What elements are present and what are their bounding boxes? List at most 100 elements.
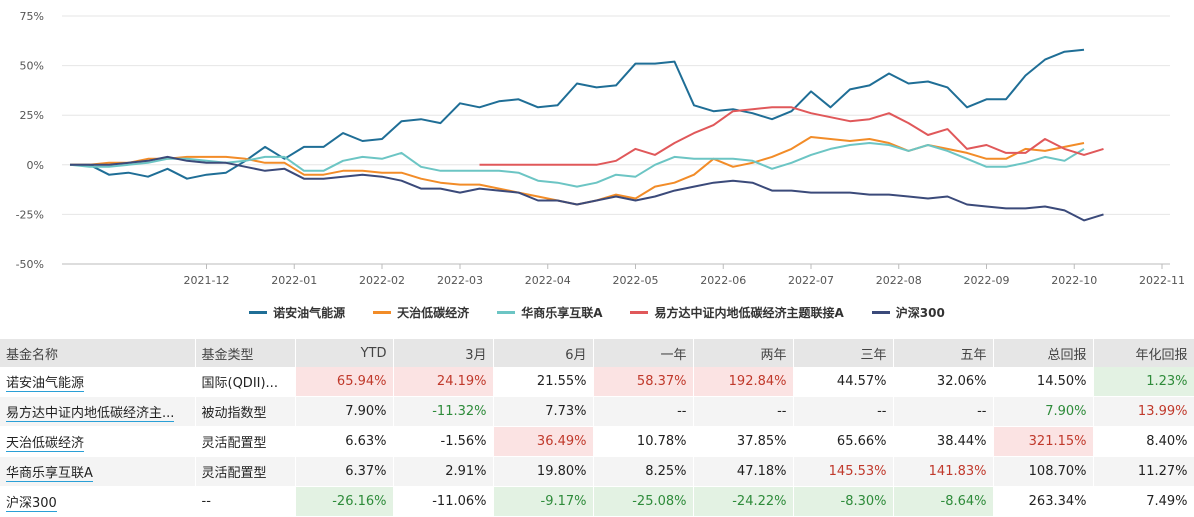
return-cell: -24.22% [693, 486, 794, 517]
fund-returns-table: 基金名称 基金类型 YTD 3月 6月 一年 两年 三年 五年 总回报 年化回报… [0, 339, 1194, 517]
col-header-5y[interactable]: 五年 [893, 339, 994, 367]
return-cell: -25.08% [593, 486, 694, 517]
x-tick-label: 2022-08 [876, 274, 922, 287]
col-header-name[interactable]: 基金名称 [0, 339, 196, 367]
legend-item-nuoan[interactable]: 诺安油气能源 [249, 304, 345, 321]
return-cell: -1.56% [393, 426, 494, 457]
fund-name-cell[interactable]: 华商乐享互联A [0, 456, 196, 487]
col-header-3y[interactable]: 三年 [793, 339, 894, 367]
y-tick-label: -50% [16, 258, 44, 271]
legend-label: 华商乐享互联A [521, 305, 603, 320]
fund-name-link[interactable]: 天治低碳经济 [6, 436, 85, 452]
chart-legend: 诺安油气能源 天治低碳经济 华商乐享互联A 易方达中证内地低碳经济主题联接A 沪… [0, 302, 1194, 322]
y-tick-label: -25% [16, 208, 44, 221]
legend-label: 诺安油气能源 [273, 305, 346, 320]
col-header-type[interactable]: 基金类型 [195, 339, 296, 367]
return-cell: -8.64% [893, 486, 994, 517]
col-header-annual[interactable]: 年化回报 [1093, 339, 1194, 367]
legend-swatch [497, 310, 516, 314]
return-cell: 6.37% [295, 456, 394, 487]
fund-name-cell[interactable]: 诺安油气能源 [0, 367, 196, 397]
fund-name-link[interactable]: 易方达中证内地低碳经济主... [6, 406, 175, 422]
legend-label: 易方达中证内地低碳经济主题联接A [654, 305, 844, 320]
fund-type-cell: 被动指数型 [195, 396, 296, 427]
return-cell: 11.27% [1093, 456, 1194, 487]
fund-type-cell: 灵活配置型 [195, 456, 296, 487]
return-cell: -- [593, 396, 694, 427]
return-cell: -9.17% [493, 486, 594, 517]
x-tick-label: 2022-01 [271, 274, 317, 287]
legend-item-hs300[interactable]: 沪深300 [871, 304, 945, 321]
return-cell: -- [793, 396, 894, 427]
fund-name-cell[interactable]: 天治低碳经济 [0, 426, 196, 457]
return-cell: -11.32% [393, 396, 494, 427]
return-cell: 192.84% [693, 367, 794, 397]
col-header-3m[interactable]: 3月 [393, 339, 494, 367]
return-cell: 1.23% [1093, 367, 1194, 397]
return-cell: 37.85% [693, 426, 794, 457]
return-cell: 2.91% [393, 456, 494, 487]
col-header-6m[interactable]: 6月 [493, 339, 594, 367]
fund-name-cell[interactable]: 沪深300 [0, 486, 196, 517]
table-row: 华商乐享互联A 灵活配置型 6.37% 2.91% 19.80% 8.25% 47.18% 1… [0, 456, 1194, 487]
x-tick-label: 2022-11 [1139, 274, 1185, 287]
return-cell: 7.49% [1093, 486, 1194, 517]
return-cell: 21.55% [493, 367, 594, 397]
y-tick-label: 50% [20, 60, 44, 73]
fund-type-cell: -- [195, 486, 296, 517]
return-cell: 65.66% [793, 426, 894, 457]
series-line-0 [70, 48, 1085, 180]
fund-type-cell: 灵活配置型 [195, 426, 296, 457]
series-line-4 [70, 155, 1104, 222]
return-cell: 13.99% [1093, 396, 1194, 427]
fund-type-cell: 国际(QDII)... [195, 367, 296, 397]
fund-name-link[interactable]: 沪深300 [6, 496, 57, 512]
fund-name-link[interactable]: 华商乐享互联A [6, 466, 93, 482]
return-cell: 10.78% [593, 426, 694, 457]
legend-label: 沪深300 [895, 305, 945, 320]
x-tick-label: 2022-09 [964, 274, 1010, 287]
col-header-total[interactable]: 总回报 [993, 339, 1094, 367]
series-line-3 [479, 106, 1104, 166]
return-cell: 321.15% [993, 426, 1094, 457]
legend-item-efund[interactable]: 易方达中证内地低碳经济主题联接A [630, 304, 844, 321]
return-cell: 36.49% [493, 426, 594, 457]
return-cell: -- [693, 396, 794, 427]
return-cell: 263.34% [993, 486, 1094, 517]
return-cell: 47.18% [693, 456, 794, 487]
col-header-ytd[interactable]: YTD [295, 339, 394, 367]
return-cell: 8.25% [593, 456, 694, 487]
x-tick-label: 2022-03 [437, 274, 483, 287]
return-cell: 108.70% [993, 456, 1094, 487]
performance-line-chart: -50% -25% 0% 25% 50% 75% 2021-12 2022-01 2022-02… [16, 10, 1185, 287]
x-tick-label: 2022-07 [788, 274, 834, 287]
return-cell: 7.73% [493, 396, 594, 427]
return-cell: 38.44% [893, 426, 994, 457]
legend-swatch [630, 310, 649, 314]
x-tick-label: 2022-06 [700, 274, 746, 287]
series-line-2 [69, 142, 1085, 188]
legend-label: 天治低碳经济 [397, 305, 470, 320]
return-cell: 7.90% [295, 396, 394, 427]
return-cell: 7.90% [993, 396, 1094, 427]
fund-name-link[interactable]: 诺安油气能源 [6, 376, 85, 392]
legend-swatch [249, 310, 268, 314]
return-cell: 14.50% [993, 367, 1094, 397]
legend-swatch [373, 310, 392, 314]
x-tick-label: 2022-10 [1051, 274, 1097, 287]
y-tick-label: 25% [20, 109, 44, 122]
return-cell: 24.19% [393, 367, 494, 397]
return-cell: 141.83% [893, 456, 994, 487]
fund-name-cell[interactable]: 易方达中证内地低碳经济主... [0, 396, 196, 427]
x-tick-label: 2022-05 [613, 274, 659, 287]
table-row: 诺安油气能源 国际(QDII)... 65.94% 24.19% 21.55% 58.37… [0, 367, 1194, 397]
col-header-1y[interactable]: 一年 [593, 339, 694, 367]
return-cell: 145.53% [793, 456, 894, 487]
legend-item-huashang[interactable]: 华商乐享互联A [497, 304, 602, 321]
legend-swatch [871, 310, 890, 314]
table-header-row: 基金名称 基金类型 YTD 3月 6月 一年 两年 三年 五年 总回报 年化回报 [0, 339, 1194, 367]
return-cell: -- [893, 396, 994, 427]
legend-item-tianzhi[interactable]: 天治低碳经济 [373, 304, 469, 321]
return-cell: -11.06% [393, 486, 494, 517]
col-header-2y[interactable]: 两年 [693, 339, 794, 367]
